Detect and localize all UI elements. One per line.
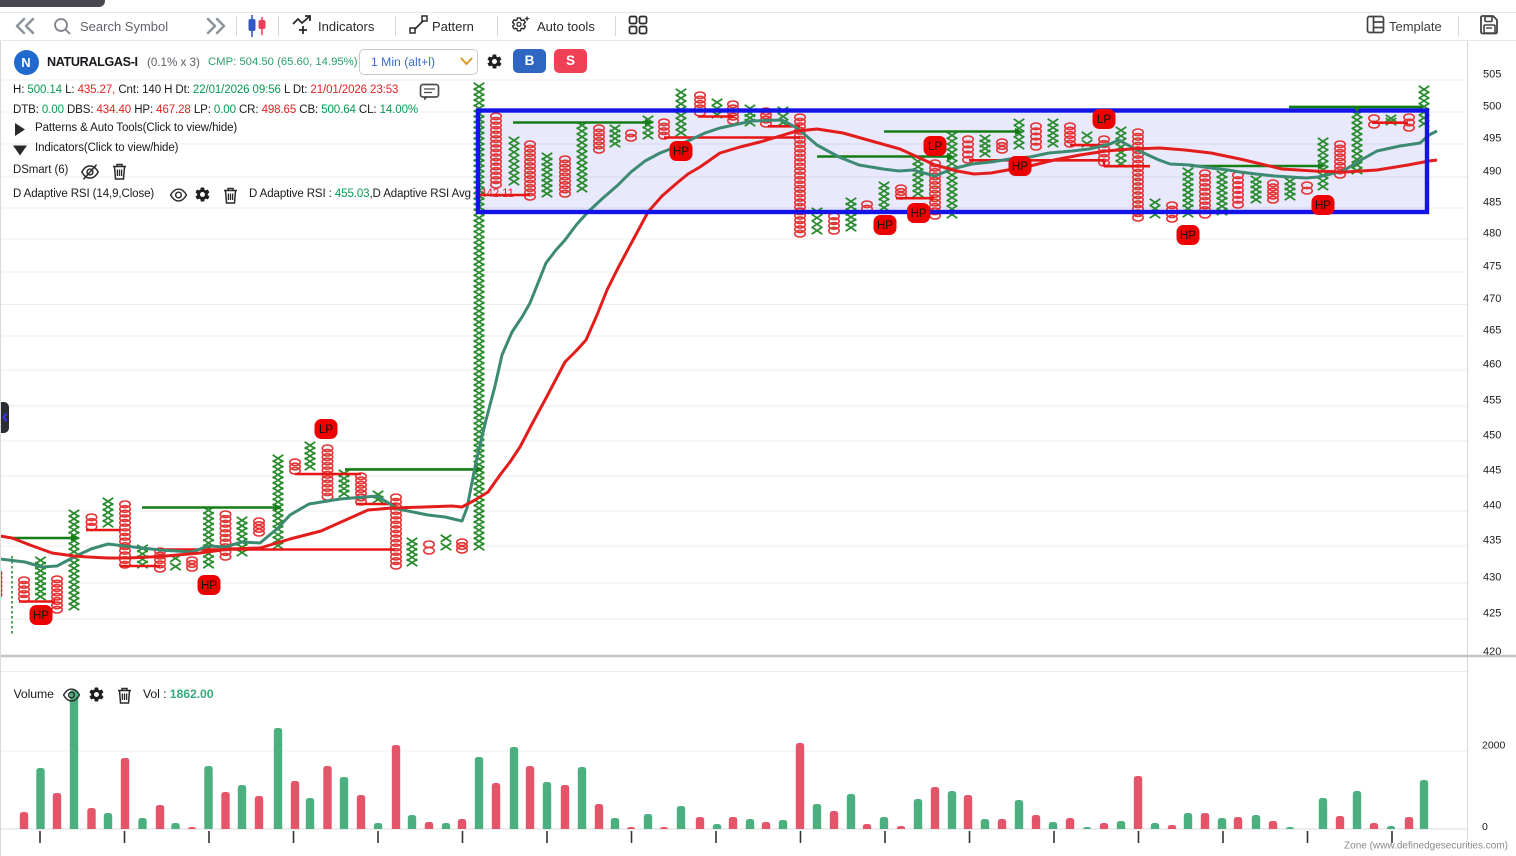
svg-text:LP: LP <box>928 141 942 153</box>
svg-text:HP: HP <box>673 146 689 158</box>
svg-text:505: 505 <box>1483 69 1501 81</box>
svg-text:440: 440 <box>1483 500 1501 512</box>
svg-text:HP: HP <box>911 208 927 220</box>
svg-text:470: 470 <box>1483 293 1501 305</box>
svg-text:480: 480 <box>1483 228 1501 240</box>
svg-text:500: 500 <box>1483 101 1501 113</box>
svg-text:465: 465 <box>1483 325 1501 337</box>
svg-text:425: 425 <box>1483 608 1501 620</box>
svg-text:450: 450 <box>1483 430 1501 442</box>
svg-text:490: 490 <box>1483 166 1501 178</box>
svg-text:HP: HP <box>1315 200 1331 212</box>
svg-text:435: 435 <box>1483 535 1501 547</box>
svg-text:495: 495 <box>1483 133 1501 145</box>
svg-text:Zone (www.definedgesecurities.: Zone (www.definedgesecurities.com) <box>1344 841 1508 852</box>
svg-text:455: 455 <box>1483 395 1501 407</box>
svg-text:HP: HP <box>201 580 217 592</box>
svg-text:HP: HP <box>1012 161 1028 173</box>
svg-text:485: 485 <box>1483 197 1501 209</box>
svg-text:430: 430 <box>1483 572 1501 584</box>
svg-text:0: 0 <box>1482 821 1488 833</box>
svg-text:HP: HP <box>877 220 893 232</box>
svg-text:460: 460 <box>1483 359 1501 371</box>
svg-text:475: 475 <box>1483 261 1501 273</box>
svg-text:2000: 2000 <box>1482 740 1506 752</box>
svg-text:LP: LP <box>1097 114 1111 126</box>
svg-text:445: 445 <box>1483 465 1501 477</box>
svg-text:LP: LP <box>319 424 333 436</box>
svg-text:HP: HP <box>33 610 49 622</box>
svg-text:HP: HP <box>1180 230 1196 242</box>
